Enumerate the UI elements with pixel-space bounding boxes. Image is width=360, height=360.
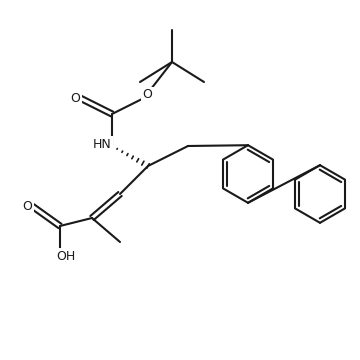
Text: O: O — [142, 88, 152, 101]
Text: OH: OH — [57, 249, 76, 262]
Text: O: O — [22, 199, 32, 212]
Text: HN: HN — [93, 138, 111, 150]
Text: O: O — [70, 91, 80, 104]
